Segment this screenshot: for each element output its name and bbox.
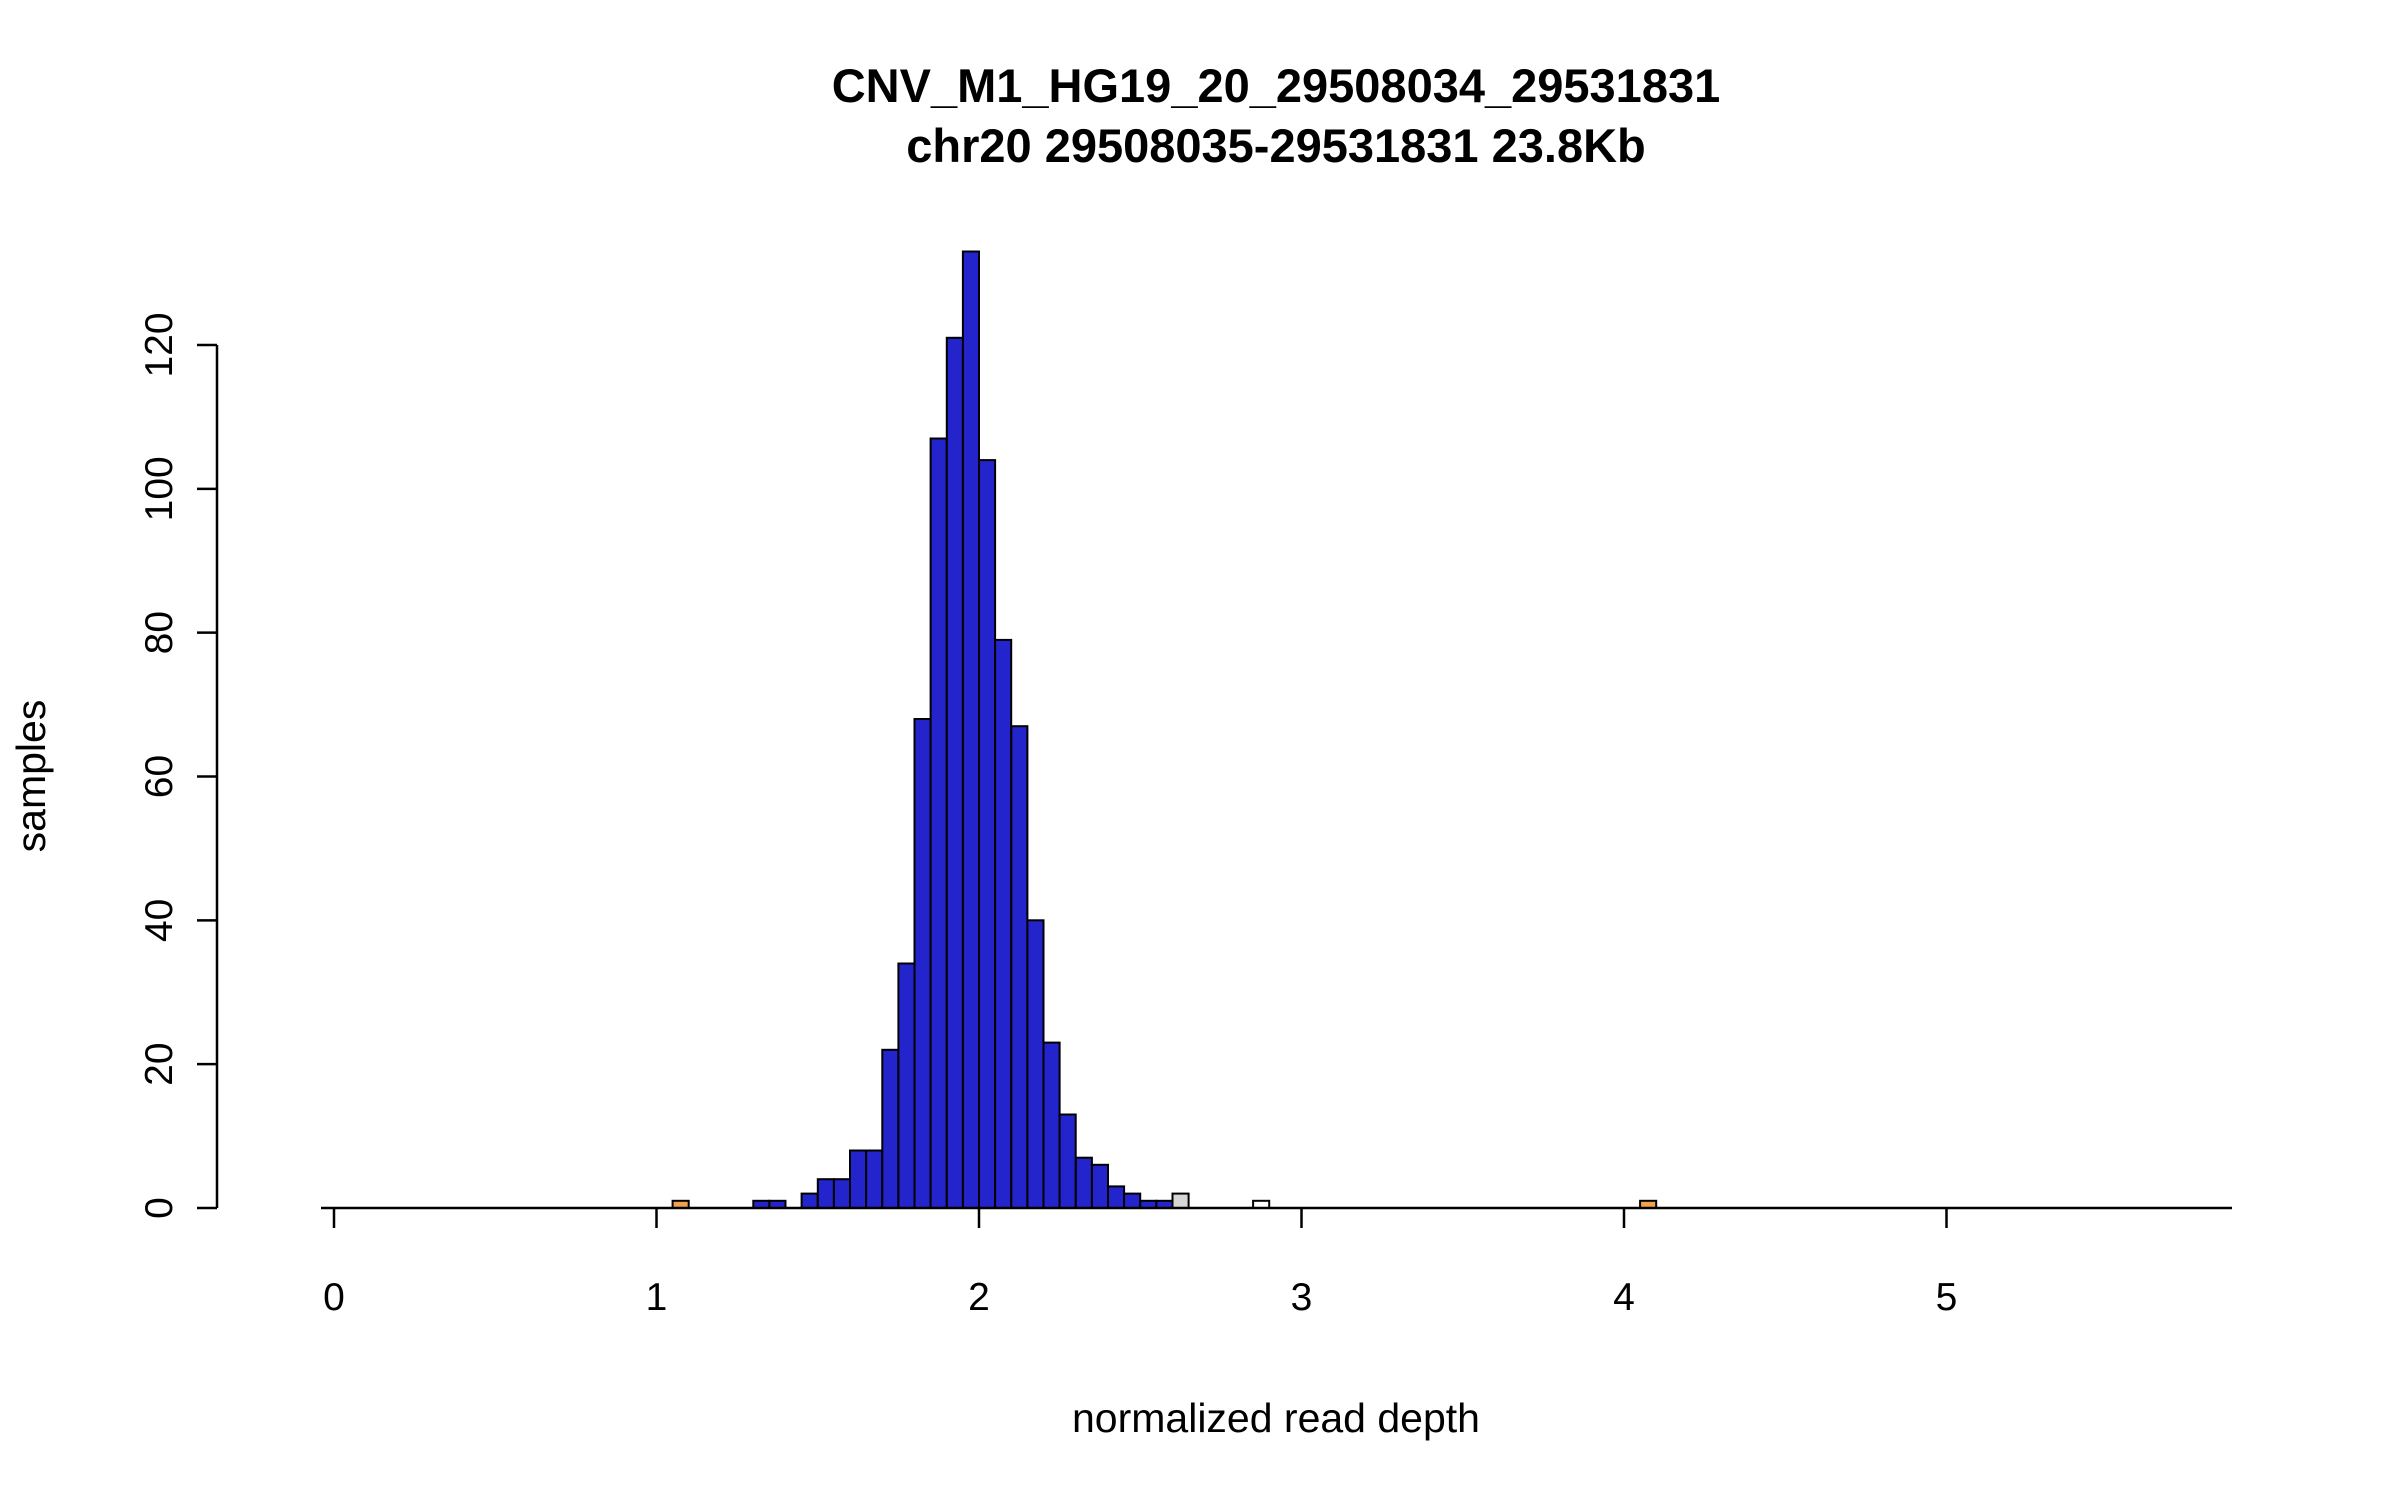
y-tick-label: 40 xyxy=(138,899,181,942)
y-tick-label: 80 xyxy=(138,611,181,654)
histogram-bar xyxy=(1090,1163,1110,1210)
histogram-bar xyxy=(881,1048,900,1210)
histogram-bar xyxy=(816,1178,835,1209)
histogram-bar xyxy=(897,962,916,1209)
chart-title: CNV_M1_HG19_20_29508034_29531831 xyxy=(832,59,1721,112)
histogram-bar xyxy=(913,718,932,1209)
histogram-bar xyxy=(978,459,997,1210)
histogram-bar xyxy=(961,250,981,1209)
histogram-bar xyxy=(832,1178,852,1209)
y-tick-label: 120 xyxy=(138,312,181,377)
histogram-bar xyxy=(865,1149,884,1209)
histogram-bar xyxy=(1123,1192,1142,1209)
x-tick-label: 4 xyxy=(1613,1276,1635,1319)
y-tick-label: 100 xyxy=(138,456,181,521)
bars-group xyxy=(671,250,1658,1210)
y-axis-label: samples xyxy=(8,700,54,853)
histogram-bar xyxy=(1107,1185,1126,1210)
x-tick-label: 2 xyxy=(968,1276,990,1319)
histogram-bar xyxy=(929,437,948,1209)
histogram-bar xyxy=(1074,1156,1093,1209)
x-tick-label: 5 xyxy=(1936,1276,1958,1319)
histogram-bar xyxy=(945,336,964,1209)
y-tick-label: 20 xyxy=(138,1042,181,1085)
y-tick-label: 0 xyxy=(138,1197,181,1219)
histogram-bar xyxy=(1026,919,1045,1209)
histogram-bar xyxy=(1058,1113,1077,1209)
histogram-bar xyxy=(1171,1192,1190,1209)
x-tick-label: 0 xyxy=(323,1276,345,1319)
x-tick-label: 3 xyxy=(1291,1276,1313,1319)
x-tick-label: 1 xyxy=(646,1276,668,1319)
histogram-bar xyxy=(1010,725,1029,1209)
y-tick-label: 60 xyxy=(138,755,181,798)
axes-group: 0 1 2 3 4 5 0 20 40 60 80 100 120 xyxy=(138,312,2232,1319)
chart-subtitle: chr20 29508035-29531831 23.8Kb xyxy=(906,119,1646,172)
histogram-bar xyxy=(800,1192,819,1209)
x-axis-label: normalized read depth xyxy=(1072,1395,1480,1441)
histogram-bar xyxy=(994,638,1013,1209)
histogram-bar xyxy=(849,1149,868,1209)
histogram-bar xyxy=(1042,1041,1061,1209)
